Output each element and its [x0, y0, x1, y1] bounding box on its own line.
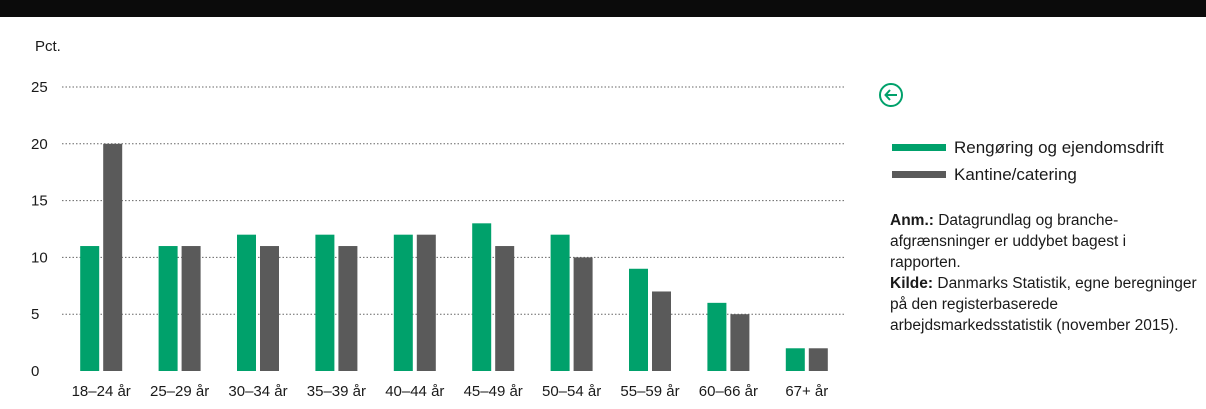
bar-series-1	[707, 302, 727, 371]
bar-series-2	[495, 246, 515, 371]
bar-series-2	[573, 257, 593, 371]
arrow-left-circle-icon[interactable]	[878, 82, 904, 108]
x-tick-label: 50–54 år	[542, 383, 601, 400]
bar-series-2	[103, 143, 123, 371]
note-anm-label: Anm.:	[890, 212, 934, 229]
bar-series-2	[730, 314, 750, 371]
legend-label-series-2: Kantine/catering	[954, 164, 1077, 184]
x-tick-label: 25–29 år	[150, 383, 209, 400]
note-kilde: Kilde: Danmarks Statistik, egne beregnin…	[890, 273, 1200, 336]
legend-swatch-series-1	[892, 144, 946, 151]
x-tick-label: 67+ år	[785, 383, 828, 400]
bar-series-1	[237, 234, 256, 371]
top-bar	[0, 0, 1206, 17]
y-tick-label: 5	[31, 306, 39, 323]
bar-series-1	[158, 246, 178, 371]
y-tick-label: 0	[31, 363, 39, 380]
note-kilde-text: Danmarks Statistik, egne beregninger på …	[890, 275, 1197, 334]
y-tick-label: 20	[31, 136, 48, 153]
bar-series-2	[416, 234, 436, 371]
x-tick-label: 60–66 år	[699, 383, 758, 400]
legend: Rengøring og ejendomsdrift Kantine/cater…	[892, 134, 1164, 188]
bar-series-2	[260, 246, 279, 371]
note-kilde-label: Kilde:	[890, 275, 934, 292]
legend-item-series-2: Kantine/catering	[892, 161, 1164, 188]
y-tick-label: 25	[31, 79, 48, 96]
x-tick-label: 35–39 år	[307, 383, 366, 400]
bar-series-1	[785, 348, 805, 371]
x-tick-label: 40–44 år	[385, 383, 444, 400]
note-anm: Anm.: Datagrundlag og branche-afgrænsnin…	[890, 210, 1200, 273]
x-tick-label: 45–49 år	[464, 383, 523, 400]
bar-series-1	[629, 268, 648, 371]
legend-item-series-1: Rengøring og ejendomsdrift	[892, 134, 1164, 161]
bar-series-1	[80, 246, 100, 371]
bar-series-2	[808, 348, 828, 371]
legend-swatch-series-2	[892, 171, 946, 178]
y-tick-label: 10	[31, 249, 48, 266]
x-tick-label: 30–34 år	[228, 383, 287, 400]
y-axis-unit-label: Pct.	[35, 38, 61, 55]
chart-note: Anm.: Datagrundlag og branche-afgrænsnin…	[890, 210, 1200, 336]
x-tick-label: 55–59 år	[620, 383, 679, 400]
bar-series-1	[550, 234, 570, 371]
legend-label-series-1: Rengøring og ejendomsdrift	[954, 137, 1164, 157]
bar-series-1	[315, 234, 335, 371]
bar-chart: 0 5 10 15 20 25 18–24 år 25–29 år 30–34 år 35–39 …	[31, 79, 846, 400]
bar-series-2	[181, 246, 201, 371]
bar-series-2	[338, 246, 358, 371]
bar-series-1	[393, 234, 413, 371]
bar-series-1	[472, 223, 492, 371]
bar-series-2	[652, 291, 671, 371]
note-anm-text: Datagrundlag og branche-afgrænsninger er…	[890, 212, 1127, 271]
y-tick-label: 15	[31, 193, 48, 210]
x-tick-label: 18–24 år	[72, 383, 131, 400]
